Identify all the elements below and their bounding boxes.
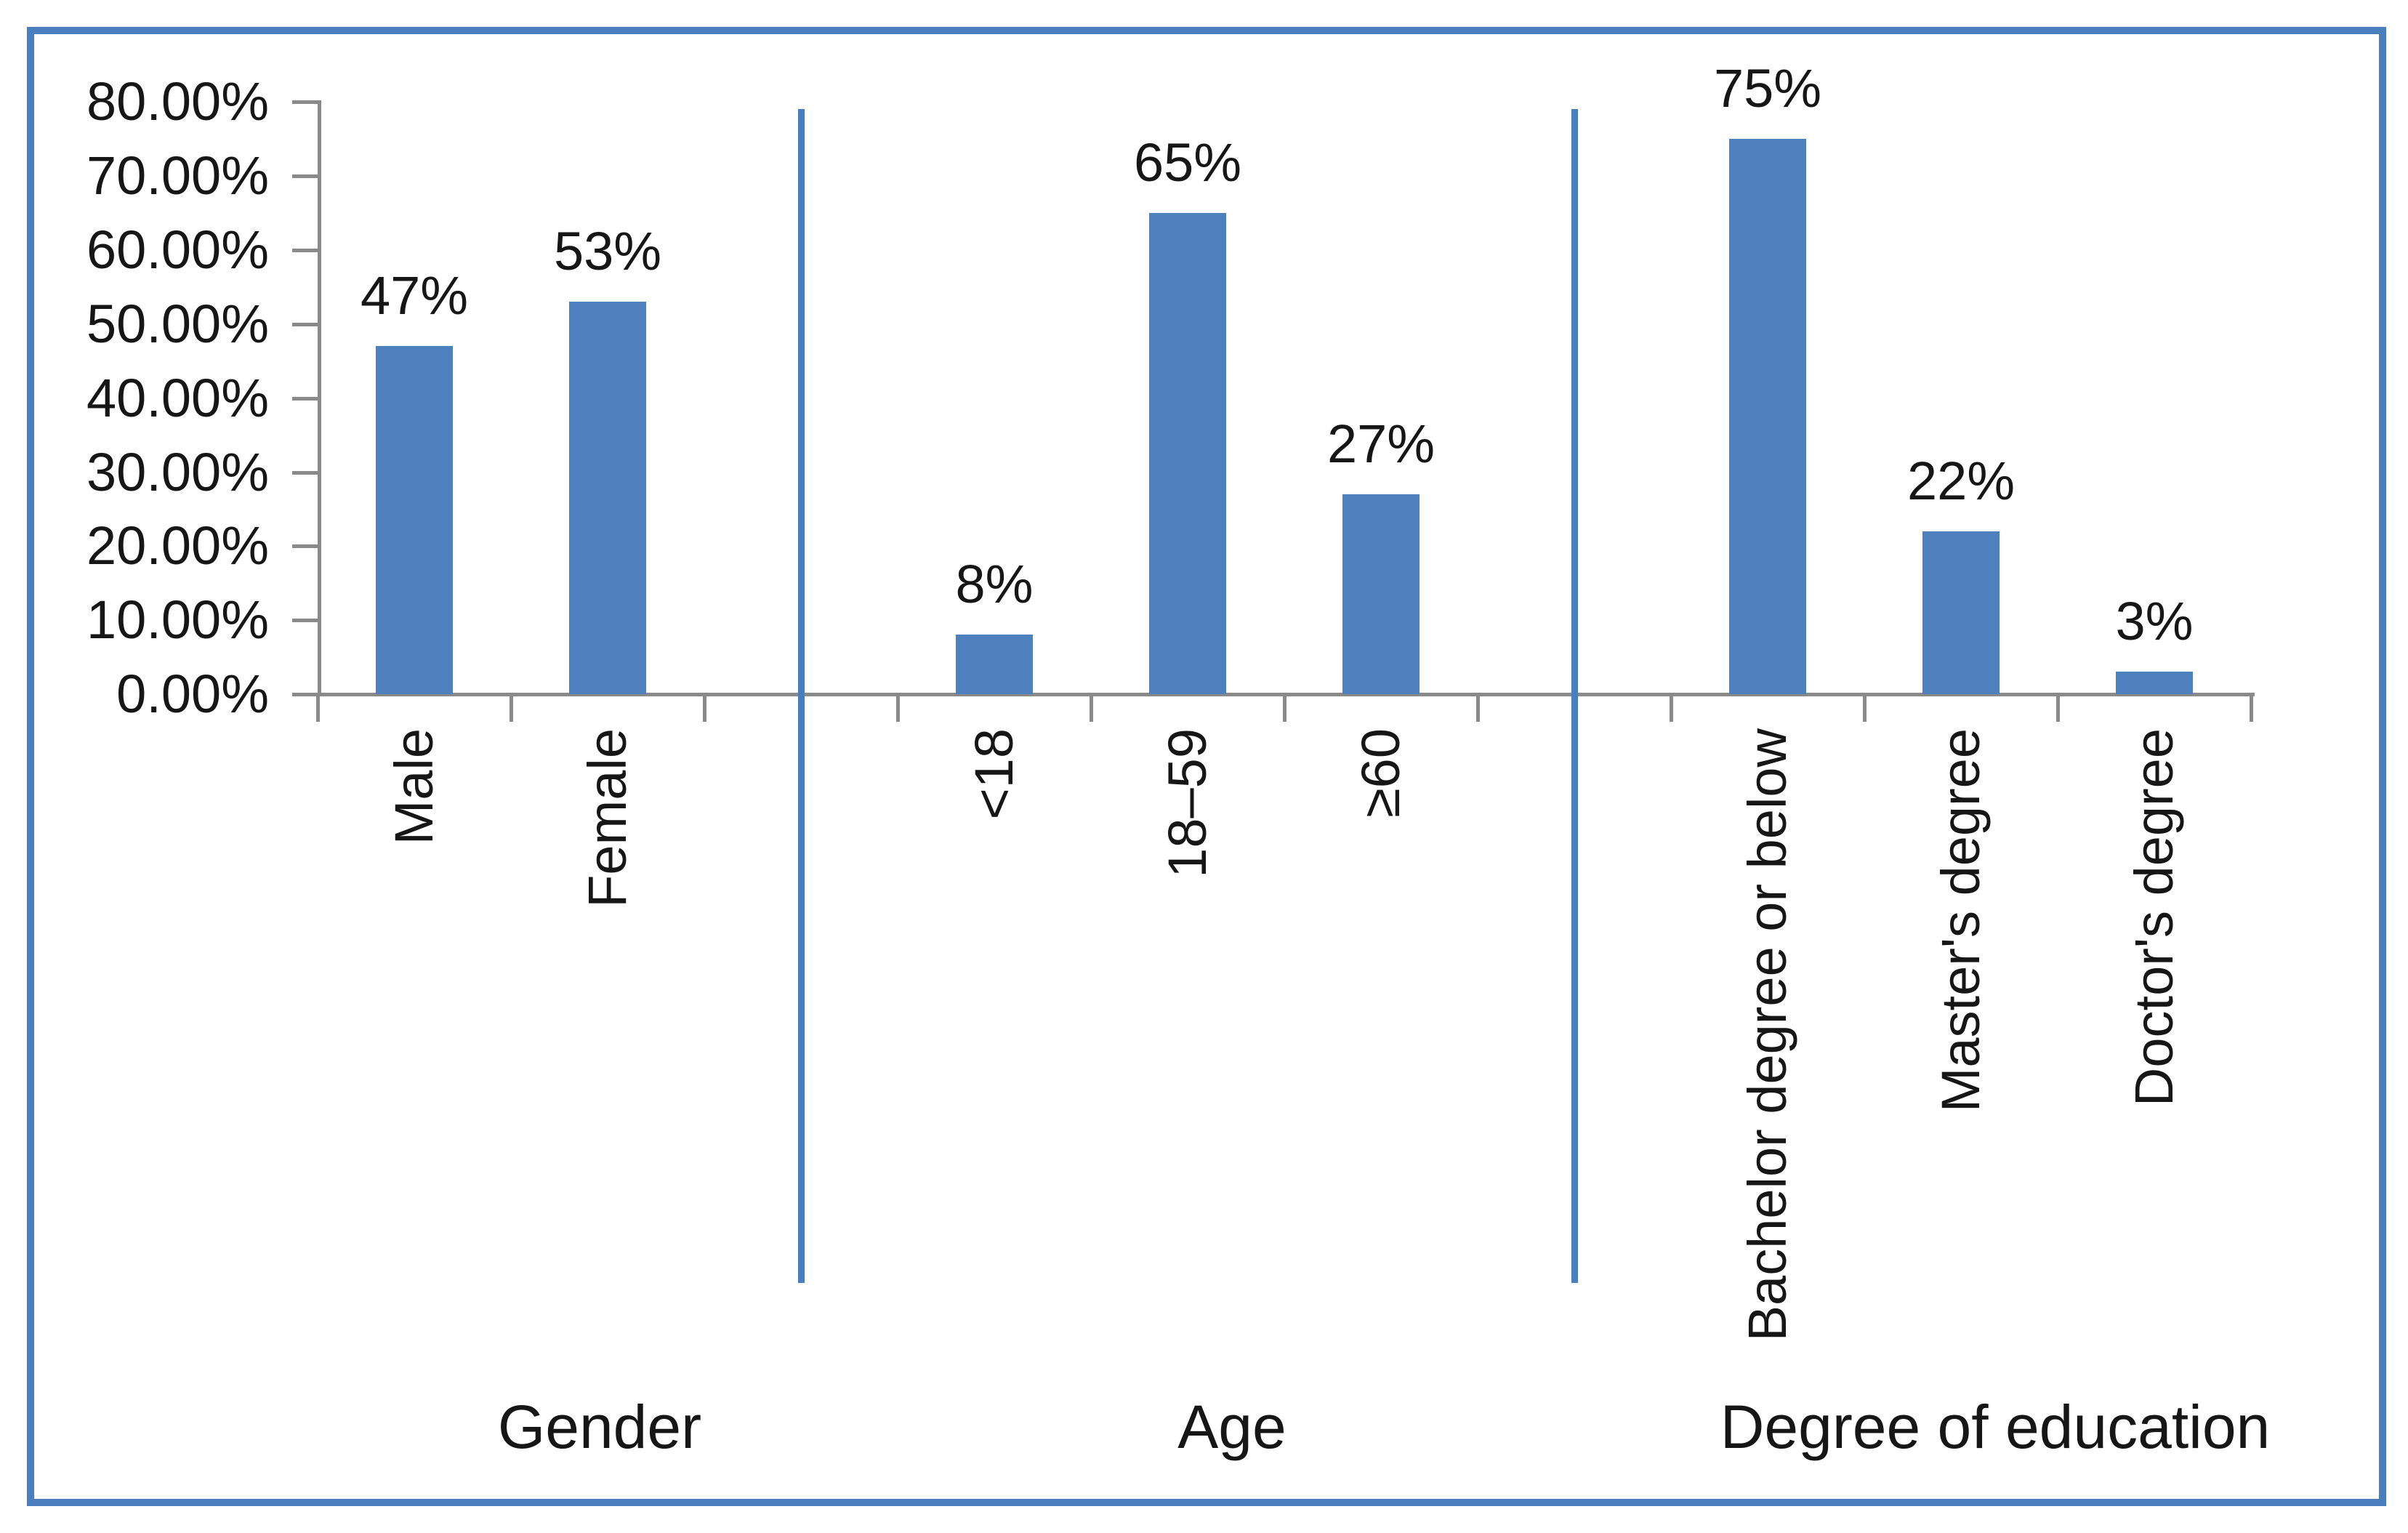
y-axis-tick <box>292 619 318 623</box>
figure-frame <box>27 27 2386 1506</box>
bar-value-label: 22% <box>1906 451 2016 511</box>
bar-master-s-degree <box>1922 531 2000 694</box>
y-axis-tick <box>292 470 318 475</box>
bar--60 <box>1342 494 1420 694</box>
bar-value-label: 8% <box>955 554 1034 614</box>
y-axis-tick <box>292 322 318 326</box>
bar-female <box>569 302 646 694</box>
x-axis-tick <box>896 693 900 722</box>
y-axis-tick <box>292 396 318 401</box>
x-category-label-text: Female <box>577 728 637 908</box>
group-label-degree-of-education: Degree of education <box>1720 1393 2271 1461</box>
y-axis-tick-label: 30.00% <box>86 441 269 502</box>
group-label-gender: Gender <box>497 1393 702 1461</box>
x-category-label-text: ≥60 <box>1350 728 1411 818</box>
x-category-label-text: Male <box>384 728 444 845</box>
y-axis-tick-label: 80.00% <box>86 71 269 132</box>
y-axis-tick <box>292 544 318 549</box>
x-category-label-text: 18–59 <box>1157 728 1217 878</box>
y-axis-tick-label: 10.00% <box>86 590 269 651</box>
bar-18-59 <box>1149 213 1226 694</box>
group-separator-line <box>1571 109 1578 1283</box>
x-category-label-text: <18 <box>964 728 1024 820</box>
y-axis-tick-label: 40.00% <box>86 367 269 428</box>
bar-value-label: 3% <box>2115 591 2194 651</box>
y-axis-tick <box>292 100 318 104</box>
x-axis-tick <box>1476 693 1480 722</box>
bar-value-label: 47% <box>360 265 469 326</box>
x-axis-tick <box>1863 693 1867 722</box>
bar-value-label: 53% <box>553 221 662 281</box>
x-axis-tick <box>1670 693 1673 722</box>
bar--18 <box>956 635 1033 694</box>
bar-value-label: 75% <box>1713 58 1822 118</box>
group-label-age: Age <box>1177 1393 1286 1461</box>
y-axis-line <box>318 100 321 696</box>
y-axis-tick <box>292 693 318 697</box>
x-category-label-text: Doctor's degree <box>2124 728 2184 1107</box>
y-axis-tick-label: 0.00% <box>116 664 269 725</box>
x-category-label-text: Bachelor degree or below <box>1737 728 1797 1342</box>
x-axis-tick <box>1090 693 1093 722</box>
x-axis-tick <box>510 693 513 722</box>
y-axis-tick-label: 20.00% <box>86 515 269 576</box>
bar-value-label: 65% <box>1133 132 1242 193</box>
x-axis-tick <box>1283 693 1286 722</box>
x-axis-tick <box>2056 693 2060 722</box>
x-category-label-text: Master's degree <box>1930 728 1991 1113</box>
bar-male <box>376 346 453 694</box>
y-axis-tick-label: 70.00% <box>86 145 269 206</box>
x-axis-tick <box>316 693 320 722</box>
x-axis-tick <box>703 693 706 722</box>
bar-value-label: 27% <box>1326 414 1435 474</box>
x-axis-tick <box>2250 693 2253 722</box>
y-axis-tick-label: 50.00% <box>86 293 269 354</box>
bar-doctor-s-degree <box>2116 672 2193 694</box>
y-axis-tick <box>292 248 318 252</box>
bar-bachelor-degree-or-below <box>1729 139 1806 694</box>
y-axis-tick <box>292 174 318 178</box>
y-axis-tick-label: 60.00% <box>86 219 269 280</box>
group-separator-line <box>798 109 805 1283</box>
